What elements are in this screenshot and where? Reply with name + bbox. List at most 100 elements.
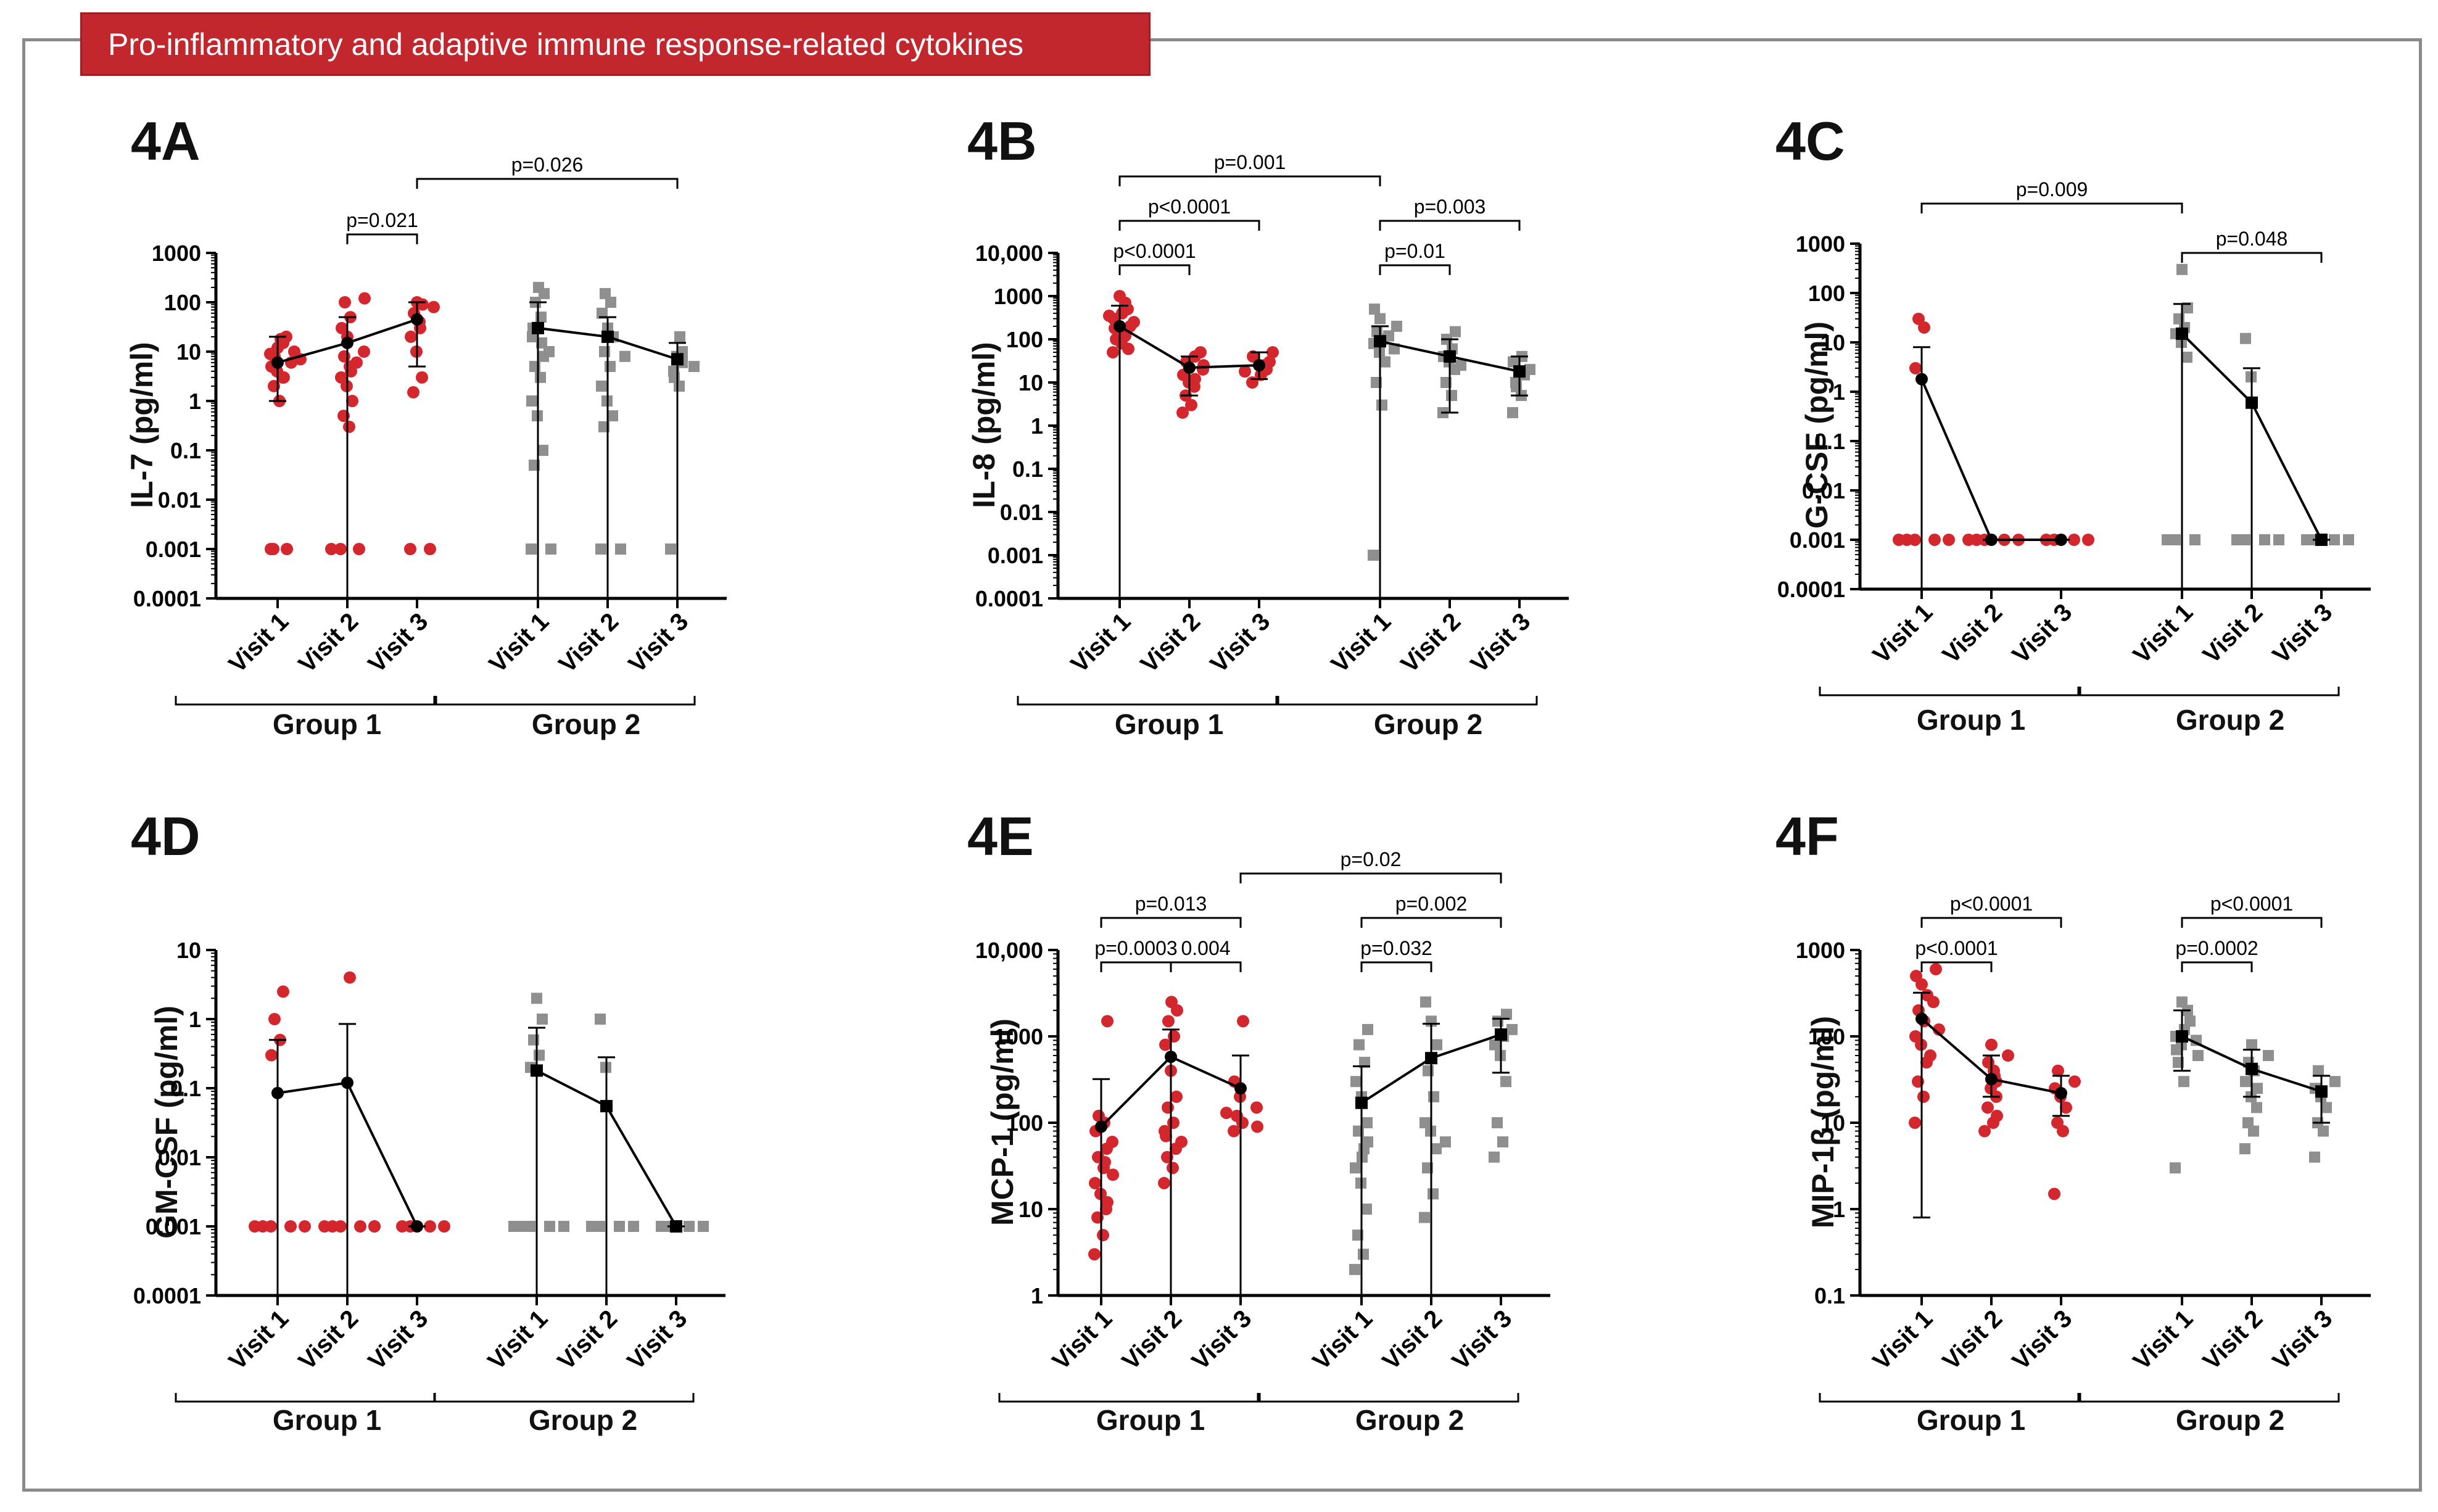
significance-bracket <box>1118 264 1191 275</box>
x-tick-label: Visit 2 <box>553 608 624 678</box>
data-point <box>346 395 358 407</box>
data-point <box>534 1049 545 1061</box>
x-tick-label: Visit 1 <box>2128 598 2198 669</box>
y-tick-label: 0.0001 <box>1777 577 1845 602</box>
data-point <box>1978 1125 1991 1138</box>
data-point <box>1909 361 1922 374</box>
y-tick-label: 100 <box>1006 327 1043 352</box>
y-tick-label: 0.01 <box>158 487 201 513</box>
data-point <box>2192 1050 2204 1062</box>
data-point <box>299 1220 311 1233</box>
data-point <box>1250 1101 1263 1114</box>
median-marker <box>341 336 353 349</box>
y-tick-label: 10,000 <box>975 938 1043 963</box>
data-point <box>1089 1176 1101 1189</box>
data-point <box>2252 1083 2263 1094</box>
y-tick-label: 0.1 <box>1814 429 1845 454</box>
data-point <box>1170 1090 1183 1103</box>
x-tick-label: Visit 2 <box>293 608 363 678</box>
x-tick-label: Visit 2 <box>2197 1305 2268 1375</box>
data-point <box>396 1220 408 1233</box>
p-value-label: p=0.032 <box>1360 937 1432 959</box>
panel-4D: 4D GM-CSF (pg/ml) Group 1 Group 2 0.0001… <box>93 783 895 1481</box>
data-point <box>1962 534 1975 546</box>
data-point <box>2318 1125 2329 1137</box>
data-point <box>1267 346 1279 359</box>
data-point <box>350 356 363 369</box>
data-point <box>1497 1136 1508 1148</box>
banner-title: Pro-inflammatory and adaptive immune res… <box>108 27 1024 62</box>
y-tick-label: 100 <box>1808 1024 1845 1049</box>
median-marker <box>2246 396 2258 409</box>
group-label-2: Group 2 <box>1355 1404 1465 1436</box>
median-marker <box>1095 1120 1107 1133</box>
panel-label: 4A <box>131 110 200 171</box>
data-point <box>1369 304 1380 315</box>
data-point <box>268 1013 281 1025</box>
data-point <box>438 1220 450 1233</box>
y-tick-label: 1 <box>1833 1197 1845 1222</box>
group-label-1: Group 1 <box>1096 1404 1205 1436</box>
median-marker <box>2055 534 2067 546</box>
median-marker <box>2176 1030 2188 1043</box>
data-point <box>2301 534 2312 545</box>
group-label-2: Group 2 <box>2175 1404 2285 1436</box>
data-point <box>1917 1090 1930 1103</box>
data-point <box>2263 1050 2274 1062</box>
data-point <box>2329 1076 2341 1088</box>
data-point <box>2343 534 2354 545</box>
data-point <box>533 281 544 293</box>
y-tick-label: 10 <box>1019 370 1043 395</box>
data-point <box>1928 534 1941 546</box>
p-value-label: p=0.009 <box>2016 178 2088 200</box>
data-point <box>2329 534 2340 545</box>
data-point <box>526 543 537 555</box>
median-marker <box>1513 365 1526 378</box>
y-tick-label: 1 <box>1031 1283 1043 1308</box>
data-point <box>1358 1249 1369 1260</box>
data-point <box>1379 356 1390 368</box>
p-value-label: p=0.013 <box>1135 893 1207 915</box>
data-point <box>535 371 546 383</box>
data-point <box>1910 970 1922 983</box>
data-point <box>698 1221 709 1232</box>
significance-bracket <box>1100 917 1242 928</box>
data-point <box>1927 996 1940 1009</box>
y-tick-label: 0.01 <box>158 1145 201 1170</box>
data-point <box>1263 355 1276 368</box>
data-point <box>1237 1015 1249 1028</box>
panel-4A: 4A IL-7 (pg/ml) Group 1 Group 2 0.0001 0.… <box>93 86 895 783</box>
significance-bracket <box>1920 917 2062 928</box>
data-point <box>2082 534 2094 546</box>
significance-bracket <box>1379 264 1451 275</box>
data-point <box>1893 534 1905 546</box>
median-marker <box>1985 1073 1998 1086</box>
data-point <box>1097 1229 1109 1242</box>
panel-label: 4D <box>131 806 200 867</box>
p-value-label: p=0.002 <box>1395 893 1468 915</box>
median-marker <box>1915 1012 1928 1025</box>
x-tick-label: Visit 1 <box>1065 608 1136 678</box>
data-point <box>1197 359 1210 372</box>
data-point <box>334 543 347 555</box>
data-point <box>2240 1076 2251 1088</box>
data-point <box>335 371 347 384</box>
x-tick-label: Visit 2 <box>1937 1305 2007 1375</box>
data-point <box>674 331 685 342</box>
y-tick-label: 1 <box>189 389 201 414</box>
data-point <box>2273 534 2284 545</box>
data-point <box>318 1220 331 1233</box>
data-point <box>1431 1039 1442 1051</box>
data-point <box>1361 1204 1372 1215</box>
data-point <box>1160 1130 1172 1142</box>
data-point <box>1359 1057 1370 1068</box>
group-label-1: Group 1 <box>1916 1404 2026 1436</box>
data-point <box>2313 1065 2324 1076</box>
significance-bracket <box>1170 961 1242 972</box>
data-point <box>1391 320 1402 332</box>
data-point <box>2248 1125 2259 1137</box>
median-marker <box>1374 335 1386 348</box>
data-point <box>336 321 348 334</box>
